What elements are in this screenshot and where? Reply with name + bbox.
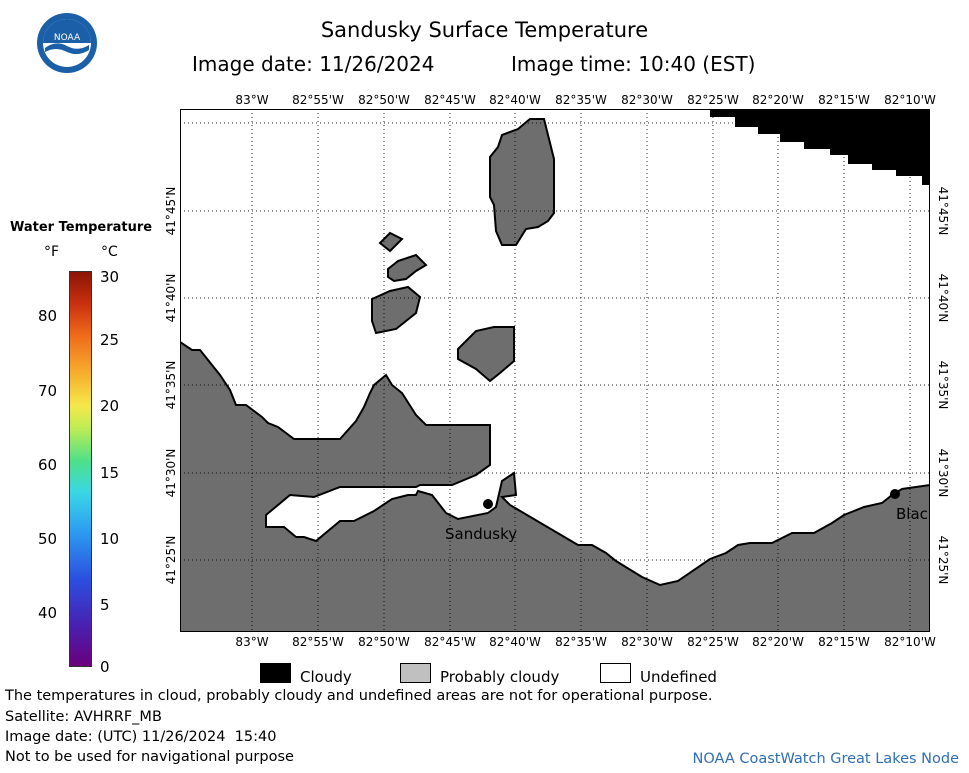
colorbar-f-tick: 80 [38,307,58,325]
lon-tick-bottom: 82°10'W [884,635,936,649]
lon-tick-bottom: 82°40'W [489,635,541,649]
city-label-sandusky: Sandusky [445,525,518,543]
lon-tick-bottom: 82°25'W [687,635,739,649]
lon-tick-top: 82°45'W [424,93,476,107]
city-label-blac: Blac [896,505,928,523]
legend-swatch-cloudy [260,663,291,683]
sandusky-marker [483,499,493,509]
map-frame [180,109,930,632]
lat-tick-right: 41°40'N [936,273,950,323]
colorbar-c-tick: 30 [100,268,120,286]
lon-tick-bottom: 82°30'W [621,635,673,649]
colorbar-f-tick: 70 [38,382,58,400]
lon-tick-bottom: 83°W [235,635,269,649]
colorbar-f-tick: 50 [38,530,58,548]
lon-tick-top: 82°40'W [489,93,541,107]
lon-tick-bottom: 82°20'W [752,635,804,649]
footer-disclaimer: The temperatures in cloud, probably clou… [5,688,713,704]
colorbar-c-tick: 25 [100,331,120,349]
colorbar-unit-c: °C [101,244,118,260]
footer-credit: NOAA CoastWatch Great Lakes Node [692,751,959,767]
noaa-logo-icon: NOAA [37,13,97,73]
map-panel [180,109,930,632]
colorbar-c-tick: 5 [100,596,110,614]
colorbar-f-tick: 40 [38,604,58,622]
lon-tick-top: 82°35'W [555,93,607,107]
lon-tick-top: 82°50'W [358,93,410,107]
page-title: Sandusky Surface Temperature [320,18,649,42]
lat-tick-left: 41°35'N [164,360,178,410]
legend-label-probably-cloudy: Probably cloudy [440,668,560,686]
colorbar-c-tick: 0 [100,658,110,676]
lat-tick-right: 41°30'N [936,448,950,498]
image-time-label: Image time: 10:40 (EST) [511,52,756,76]
colorbar-c-tick: 15 [100,464,120,482]
island-small-1 [378,231,404,253]
footer-utc-date: Image date: (UTC) 11/26/2024 15:40 [5,729,277,745]
footer-satellite: Satellite: AVHRRF_MB [5,709,162,725]
mainland [180,340,930,632]
blac-marker [890,489,900,499]
kelleys-island [489,118,555,246]
lon-tick-bottom: 82°35'W [555,635,607,649]
lon-tick-top: 82°15'W [818,93,870,107]
colorbar [69,271,92,667]
south-bass-island [457,326,515,383]
lon-tick-bottom: 82°15'W [818,635,870,649]
colorbar-f-tick: 60 [38,456,58,474]
island-small-2 [387,253,428,283]
colorbar-title: Water Temperature [10,220,153,235]
noaa-logo-text: NOAA [54,33,81,43]
colorbar-unit-f: °F [44,244,60,260]
cloudy-region [710,109,930,185]
lon-tick-top: 82°20'W [752,93,804,107]
lon-tick-top: 82°25'W [687,93,739,107]
colorbar-c-tick: 20 [100,397,120,415]
legend-swatch-probably-cloudy [400,663,431,683]
lon-tick-top: 82°55'W [292,93,344,107]
lat-tick-left: 41°45'N [164,186,178,236]
image-date-label: Image date: 11/26/2024 [192,52,435,76]
lat-tick-left: 41°25'N [164,535,178,585]
lon-tick-bottom: 82°50'W [358,635,410,649]
lon-tick-top: 83°W [235,93,269,107]
lat-tick-left: 41°30'N [164,448,178,498]
legend-label-cloudy: Cloudy [300,668,352,686]
legend-label-undefined: Undefined [640,668,717,686]
footer-nav-warning: Not to be used for navigational purpose [5,749,294,765]
lat-tick-right: 41°25'N [936,535,950,585]
legend-swatch-undefined [600,663,631,683]
lon-tick-top: 82°10'W [884,93,936,107]
map-grid [180,109,930,632]
lon-tick-top: 82°30'W [621,93,673,107]
lat-tick-right: 41°45'N [936,186,950,236]
colorbar-c-tick: 10 [100,530,120,548]
lat-tick-left: 41°40'N [164,273,178,323]
lat-tick-right: 41°35'N [936,360,950,410]
lon-tick-bottom: 82°55'W [292,635,344,649]
lon-tick-bottom: 82°45'W [424,635,476,649]
noaa-logo: NOAA [36,12,98,74]
